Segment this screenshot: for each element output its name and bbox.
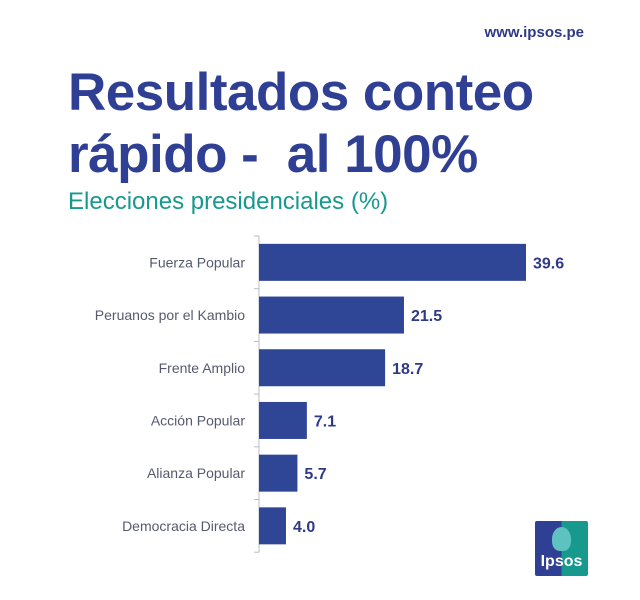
category-label: Fuerza Popular (149, 254, 245, 270)
category-label: Democracia Directa (122, 518, 245, 534)
value-label: 39.6 (533, 255, 564, 272)
value-label: 5.7 (304, 466, 326, 483)
value-label: 18.7 (392, 361, 423, 378)
head-silhouette-icon (552, 527, 571, 551)
category-label: Frente Amplio (159, 360, 246, 376)
ipsos-logo: Ipsos (535, 521, 588, 576)
category-label: Acción Popular (151, 412, 246, 428)
bar (259, 349, 386, 387)
category-label: Peruanos por el Kambio (95, 307, 245, 323)
chart-title: Resultados conteo rápido - al 100% (68, 63, 534, 184)
bar (259, 296, 404, 334)
bar (259, 454, 298, 492)
category-label: Alianza Popular (147, 465, 245, 481)
bar (259, 507, 286, 545)
website-url[interactable]: www.ipsos.pe (484, 24, 584, 41)
bar (259, 401, 307, 439)
bar (259, 243, 526, 281)
value-label: 21.5 (411, 308, 442, 325)
value-label: 7.1 (314, 413, 336, 430)
value-label: 4.0 (293, 519, 315, 536)
chart-subtitle: Elecciones presidenciales (%) (68, 188, 389, 215)
